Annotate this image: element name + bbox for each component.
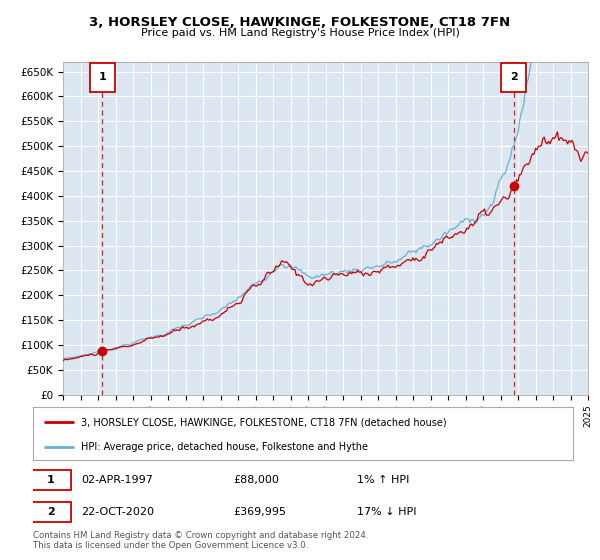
Text: £369,995: £369,995: [233, 507, 286, 517]
FancyBboxPatch shape: [90, 63, 115, 92]
Text: 3, HORSLEY CLOSE, HAWKINGE, FOLKESTONE, CT18 7FN (detached house): 3, HORSLEY CLOSE, HAWKINGE, FOLKESTONE, …: [80, 417, 446, 427]
Text: Contains HM Land Registry data © Crown copyright and database right 2024.
This d: Contains HM Land Registry data © Crown c…: [33, 531, 368, 550]
FancyBboxPatch shape: [501, 63, 526, 92]
Text: 1: 1: [47, 475, 55, 485]
Text: £88,000: £88,000: [233, 475, 278, 485]
Text: 02-APR-1997: 02-APR-1997: [82, 475, 154, 485]
Text: 1% ↑ HPI: 1% ↑ HPI: [357, 475, 409, 485]
Text: 3, HORSLEY CLOSE, HAWKINGE, FOLKESTONE, CT18 7FN: 3, HORSLEY CLOSE, HAWKINGE, FOLKESTONE, …: [89, 16, 511, 29]
Text: 2: 2: [510, 72, 517, 82]
Text: 2: 2: [47, 507, 55, 517]
Text: 22-OCT-2020: 22-OCT-2020: [82, 507, 155, 517]
Text: HPI: Average price, detached house, Folkestone and Hythe: HPI: Average price, detached house, Folk…: [80, 442, 368, 452]
Text: 17% ↓ HPI: 17% ↓ HPI: [357, 507, 416, 517]
FancyBboxPatch shape: [30, 502, 71, 521]
Text: Price paid vs. HM Land Registry's House Price Index (HPI): Price paid vs. HM Land Registry's House …: [140, 28, 460, 38]
FancyBboxPatch shape: [30, 470, 71, 489]
Text: 1: 1: [98, 72, 106, 82]
